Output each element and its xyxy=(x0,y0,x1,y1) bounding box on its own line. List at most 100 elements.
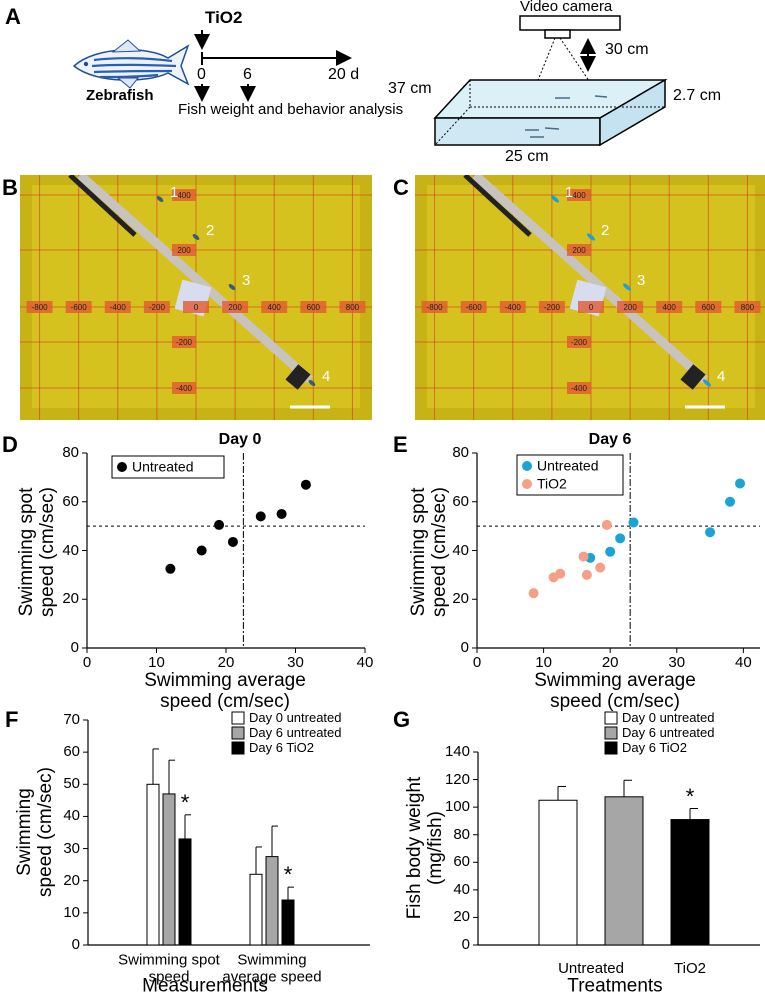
x-tick-label: Swimming average speed xyxy=(222,951,322,985)
grid-x-label: -400 xyxy=(505,303,522,312)
timeline-label: 20 d xyxy=(328,66,360,83)
significance-mark: * xyxy=(685,783,695,809)
grid-label-box xyxy=(261,301,288,313)
bar xyxy=(249,873,263,946)
x-tick-label: 20 xyxy=(217,653,235,671)
fish xyxy=(586,233,596,241)
y-tick-label: 10 xyxy=(63,903,80,921)
x-tick-label: 20 xyxy=(601,653,619,671)
outcome-label: Fish weight and behavior analysis xyxy=(178,101,404,118)
bar xyxy=(538,799,578,946)
legend-swatch xyxy=(604,741,618,755)
grid-x-label: 600 xyxy=(307,303,321,312)
y-tick-label: 0 xyxy=(460,638,469,656)
grid-label-box xyxy=(734,301,761,313)
point xyxy=(725,496,736,507)
bar xyxy=(604,796,644,946)
x-tick-label: 0 xyxy=(472,653,482,671)
y-tick-label: 80 xyxy=(452,443,469,461)
fish-label: 2 xyxy=(601,222,609,239)
legend-label: Day 0 untreated xyxy=(622,709,715,725)
legend-swatch xyxy=(231,726,245,740)
y-tick-label: 120 xyxy=(444,770,470,788)
bar xyxy=(146,783,160,946)
grid-y-label: 200 xyxy=(177,246,191,255)
grid-x-label: 200 xyxy=(228,303,242,312)
y-tick-label: 20 xyxy=(452,590,469,607)
bar xyxy=(265,856,279,946)
y-axis-label: Swimming speed (cm/sec) xyxy=(14,767,56,897)
grid-x-label: -600 xyxy=(71,303,88,312)
y-axis-label: Swimming spot speed (cm/sec) xyxy=(16,487,58,617)
point xyxy=(578,551,589,562)
y-axis-label: Swimming spot speed (cm/sec) xyxy=(408,487,450,617)
grid-label-box xyxy=(222,301,249,313)
grid-label-box xyxy=(578,301,604,313)
legend-label: Day 0 untreated xyxy=(249,709,342,725)
legend-label: Day 6 untreated xyxy=(622,724,715,740)
point xyxy=(555,568,566,579)
fish-label: 3 xyxy=(637,272,645,289)
grid-label-box xyxy=(172,244,196,256)
fish-label: 2 xyxy=(206,222,214,239)
grid-y-label: -400 xyxy=(176,384,193,393)
grid-label-box xyxy=(567,336,591,348)
y-tick-label: 20 xyxy=(453,908,470,926)
grid-label-box xyxy=(172,336,196,348)
y-tick-label: 50 xyxy=(63,775,80,793)
y-tick-label: 40 xyxy=(453,880,470,898)
y-tick-label: 40 xyxy=(452,541,469,559)
grid-x-label: 800 xyxy=(741,303,755,312)
legend-label: Untreated xyxy=(132,458,194,475)
grid-y-label: -200 xyxy=(571,338,588,347)
grid-label-box xyxy=(567,382,591,394)
x-tick-label: 40 xyxy=(735,653,752,671)
grid-x-label: -800 xyxy=(32,303,49,312)
grid-label-box xyxy=(339,301,366,313)
grid-x-label: -200 xyxy=(544,303,561,312)
panel-label: D xyxy=(2,432,18,457)
point xyxy=(595,562,606,573)
y-tick-label: 0 xyxy=(70,638,79,656)
pipe xyxy=(77,175,313,384)
grid-label-box xyxy=(499,301,526,313)
grid-x-label: -600 xyxy=(466,303,483,312)
grid-y-label: -400 xyxy=(571,384,588,393)
grid-label-box xyxy=(300,301,327,313)
point xyxy=(196,545,207,556)
x-tick-label: 30 xyxy=(668,653,686,671)
point xyxy=(528,588,539,599)
y-tick-label: 100 xyxy=(444,797,470,815)
legend-label: Untreated xyxy=(537,457,599,474)
significance-mark: * xyxy=(283,862,293,888)
grid-label-box xyxy=(617,301,644,313)
x-tick-label: 0 xyxy=(82,653,92,671)
grid-label-box xyxy=(656,301,683,313)
point xyxy=(165,563,176,574)
panel-label: B xyxy=(2,175,18,200)
x-axis-label: Treatments xyxy=(567,975,663,997)
y-tick-label: 40 xyxy=(63,807,80,825)
point xyxy=(255,511,266,522)
point xyxy=(581,569,592,580)
y-tick-label: 60 xyxy=(62,492,79,510)
pipe-end xyxy=(680,364,706,390)
panel-label: G xyxy=(393,707,411,732)
dimension-label: 30 cm xyxy=(605,41,649,58)
dimension-label: 37 cm xyxy=(388,80,432,97)
y-tick-label: 0 xyxy=(71,935,80,953)
grid-label-box xyxy=(538,301,565,313)
fish-label: 1 xyxy=(170,184,178,201)
legend-label: Day 6 TiO2 xyxy=(249,739,315,755)
y-tick-label: 40 xyxy=(62,541,79,559)
y-tick-label: 0 xyxy=(461,935,470,953)
grid-x-label: 600 xyxy=(702,303,716,312)
x-tick-label: Swimming spot speed xyxy=(118,951,220,985)
cable xyxy=(463,175,532,237)
grid-y-label: -200 xyxy=(176,338,193,347)
fish xyxy=(156,196,164,202)
grid-label-box xyxy=(567,244,591,256)
fish-label: 4 xyxy=(717,368,725,385)
